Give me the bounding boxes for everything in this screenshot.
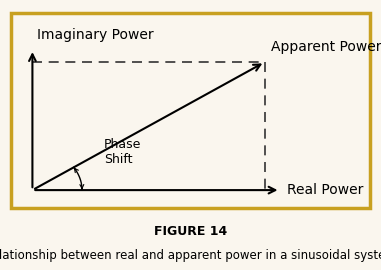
Text: Real Power: Real Power [287,183,363,197]
Text: Relationship between real and apparent power in a sinusoidal system: Relationship between real and apparent p… [0,249,381,262]
Text: Apparent Power: Apparent Power [271,40,381,54]
Text: FIGURE 14: FIGURE 14 [154,225,227,238]
Text: Phase
Shift: Phase Shift [104,138,141,166]
Text: Imaginary Power: Imaginary Power [37,28,154,42]
